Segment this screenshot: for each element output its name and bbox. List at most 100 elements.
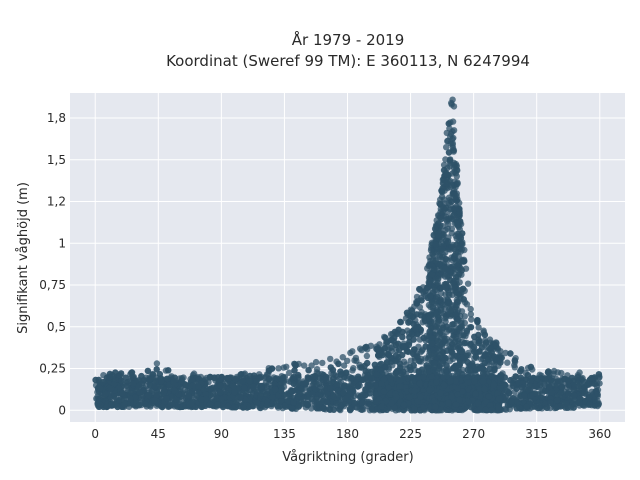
- data-point: [340, 383, 348, 390]
- data-point: [548, 388, 556, 396]
- data-point: [362, 391, 369, 399]
- data-point: [308, 395, 316, 403]
- data-point: [327, 355, 334, 363]
- data-point: [373, 371, 380, 378]
- data-point: [123, 382, 131, 390]
- data-point: [274, 402, 281, 410]
- data-point: [178, 378, 185, 385]
- data-point: [394, 330, 401, 338]
- data-point: [278, 387, 285, 394]
- data-point: [420, 334, 427, 342]
- data-point: [219, 403, 227, 411]
- data-point: [408, 331, 416, 338]
- data-point: [304, 374, 311, 381]
- data-point: [344, 357, 351, 364]
- data-point: [115, 396, 123, 404]
- data-point: [565, 390, 572, 397]
- data-point: [486, 365, 493, 372]
- data-point: [413, 300, 420, 307]
- data-point: [337, 371, 345, 378]
- data-point: [392, 357, 399, 365]
- data-point: [475, 324, 482, 331]
- data-point: [570, 404, 577, 411]
- data-point: [511, 364, 518, 371]
- data-point: [333, 381, 341, 388]
- data-point: [238, 371, 245, 378]
- data-point: [418, 297, 425, 304]
- data-point: [467, 311, 475, 318]
- data-point: [504, 359, 511, 366]
- data-point: [565, 378, 572, 385]
- data-point: [114, 403, 121, 411]
- data-point: [410, 362, 417, 369]
- data-point: [266, 375, 273, 383]
- data-point: [477, 364, 485, 372]
- data-point: [138, 380, 146, 387]
- data-point: [558, 369, 565, 377]
- data-point: [407, 366, 414, 374]
- data-point: [165, 367, 172, 374]
- data-point: [533, 375, 541, 382]
- data-points: [92, 96, 603, 414]
- data-point: [146, 376, 153, 383]
- data-point: [291, 367, 298, 374]
- data-point: [246, 372, 254, 380]
- data-point: [376, 341, 383, 348]
- data-point: [400, 343, 408, 351]
- data-point: [405, 341, 413, 348]
- data-point: [335, 360, 342, 367]
- data-point: [507, 377, 514, 384]
- data-point: [550, 367, 558, 375]
- data-point: [363, 343, 370, 351]
- data-point: [413, 293, 421, 301]
- data-point: [153, 366, 160, 373]
- data-point: [258, 401, 266, 408]
- data-point: [217, 389, 224, 396]
- data-point: [472, 353, 479, 360]
- data-point: [339, 354, 346, 361]
- data-point: [153, 392, 160, 399]
- data-point: [482, 339, 490, 346]
- data-point: [253, 378, 260, 385]
- data-point: [379, 351, 386, 359]
- data-point: [239, 377, 246, 384]
- data-point: [410, 320, 417, 328]
- data-point: [464, 280, 472, 287]
- data-point: [488, 372, 495, 380]
- data-point: [474, 317, 481, 324]
- data-point: [95, 376, 102, 384]
- data-point: [290, 380, 297, 388]
- data-point: [101, 391, 109, 398]
- data-point: [463, 327, 471, 335]
- data-point: [358, 406, 365, 413]
- data-point: [537, 381, 544, 389]
- data-point: [261, 374, 268, 382]
- data-point: [357, 393, 364, 401]
- data-point: [269, 393, 276, 400]
- data-point: [305, 367, 312, 374]
- data-point: [580, 385, 588, 392]
- data-point: [152, 378, 159, 386]
- data-point: [349, 367, 356, 374]
- data-point: [280, 374, 287, 381]
- data-point: [301, 362, 308, 369]
- data-point: [403, 309, 411, 316]
- data-point: [581, 390, 588, 397]
- data-point: [347, 349, 354, 357]
- data-point: [464, 358, 471, 366]
- data-point: [388, 399, 395, 407]
- data-point: [481, 331, 489, 339]
- data-point: [188, 376, 196, 384]
- data-point: [130, 380, 137, 387]
- data-point: [324, 399, 331, 406]
- data-point: [467, 305, 474, 313]
- data-point: [501, 405, 509, 413]
- data-point: [173, 396, 180, 403]
- data-point: [367, 380, 375, 387]
- data-point: [492, 342, 499, 349]
- data-point: [410, 346, 418, 353]
- data-point: [481, 385, 488, 393]
- data-point: [351, 399, 358, 407]
- data-point: [170, 378, 177, 386]
